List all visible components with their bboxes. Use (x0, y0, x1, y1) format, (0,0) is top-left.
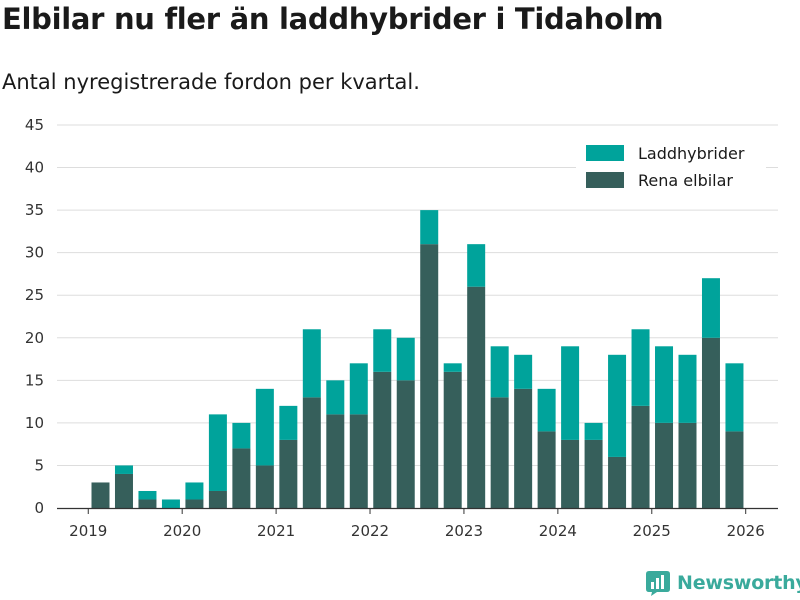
y-tick-label-30: 30 (25, 244, 44, 262)
bar-elbilar-2024-Q4 (631, 405, 650, 508)
bar-laddhybrider-2020-Q2 (208, 414, 227, 491)
x-tick-label-2026: 2026 (727, 522, 765, 540)
bar-laddhybrider-2020-Q4 (255, 388, 274, 466)
bar-laddhybrider-2019-Q4 (161, 499, 180, 508)
y-tick-label-15: 15 (25, 371, 44, 389)
bar-laddhybrider-2024-Q1 (561, 346, 580, 440)
newsworthy-logo-icon (646, 571, 670, 596)
bar-elbilar-2023-Q4 (537, 431, 556, 508)
bar-elbilar-2024-Q1 (561, 439, 580, 508)
bar-elbilar-2021-Q1 (279, 439, 298, 508)
bar-elbilar-2020-Q2 (208, 490, 227, 508)
y-axis-ticks: 0 5 10 15 20 25 30 35 40 45 (25, 116, 44, 517)
bar-elbilar-2025-Q4 (725, 431, 744, 508)
bar-elbilar-2024-Q2 (584, 439, 603, 508)
chart-subtitle: Antal nyregistrerade fordon per kvartal. (2, 70, 420, 94)
bar-laddhybrider-2021-Q1 (279, 405, 298, 440)
bar-elbilar-2025-Q2 (678, 422, 697, 508)
bar-laddhybrider-2025-Q2 (678, 354, 697, 423)
bar-elbilar-2022-Q1 (373, 371, 392, 508)
bar-elbilar-2023-Q2 (490, 397, 509, 508)
y-tick-label-45: 45 (25, 116, 44, 134)
brand-name: Newsworthy (677, 572, 800, 594)
bar-elbilar-2022-Q4 (443, 371, 462, 508)
bar-laddhybrider-2021-Q3 (326, 380, 345, 415)
bar-elbilar-2024-Q3 (608, 456, 627, 508)
x-tick-label-2024: 2024 (539, 522, 577, 540)
bar-laddhybrider-2025-Q3 (701, 278, 720, 338)
bar-elbilar-2020-Q1 (185, 499, 204, 508)
x-tick-label-2019: 2019 (69, 522, 107, 540)
bar-laddhybrider-2022-Q4 (443, 363, 462, 372)
bar-laddhybrider-2023-Q2 (490, 346, 509, 398)
bar-laddhybrider-2025-Q1 (655, 346, 674, 423)
bar-laddhybrider-2019-Q3 (138, 490, 157, 500)
x-tick-label-2021: 2021 (257, 522, 295, 540)
legend-swatch-0 (586, 145, 624, 161)
bar-elbilar-2020-Q3 (232, 448, 251, 508)
x-tick-label-2023: 2023 (445, 522, 483, 540)
newsworthy-logo: Newsworthy (645, 569, 800, 597)
x-tick-label-2025: 2025 (633, 522, 671, 540)
bar-elbilar-2022-Q3 (420, 244, 439, 508)
y-tick-label-0: 0 (34, 499, 44, 517)
x-axis: 2019 2020 2021 2022 2023 2024 2025 2026 (57, 507, 778, 540)
y-tick-label-40: 40 (25, 159, 44, 177)
bar-elbilar-2019-Q1 (91, 482, 110, 508)
legend-swatch-1 (586, 172, 624, 188)
bar-laddhybrider-2025-Q4 (725, 363, 744, 432)
bar-laddhybrider-2022-Q2 (396, 337, 415, 381)
y-tick-label-25: 25 (25, 286, 44, 304)
bar-laddhybrider-2023-Q3 (514, 354, 533, 389)
bar-laddhybrider-2022-Q3 (420, 210, 439, 245)
bar-elbilar-2019-Q3 (138, 499, 157, 508)
bar-elbilar-2021-Q4 (349, 414, 368, 508)
bar-laddhybrider-2019-Q2 (114, 465, 133, 474)
bar-elbilar-2022-Q2 (396, 380, 415, 508)
y-tick-label-35: 35 (25, 201, 44, 219)
bar-elbilar-2020-Q4 (255, 465, 274, 508)
bar-elbilar-2021-Q2 (302, 397, 321, 508)
chart-title: Elbilar nu fler än laddhybrider i Tidaho… (2, 2, 664, 36)
bars (91, 210, 744, 508)
y-tick-label-10: 10 (25, 414, 44, 432)
bar-laddhybrider-2021-Q2 (302, 329, 321, 398)
y-tick-label-20: 20 (25, 329, 44, 347)
legend-label-1: Rena elbilar (638, 171, 733, 190)
bar-laddhybrider-2023-Q1 (467, 244, 486, 287)
bar-elbilar-2023-Q1 (467, 286, 486, 508)
bar-laddhybrider-2024-Q2 (584, 422, 603, 440)
bar-laddhybrider-2020-Q1 (185, 482, 204, 500)
bar-laddhybrider-2022-Q1 (373, 329, 392, 372)
bar-laddhybrider-2021-Q4 (349, 363, 368, 415)
bar-elbilar-2025-Q3 (701, 337, 720, 508)
bar-elbilar-2019-Q2 (114, 473, 133, 508)
bar-elbilar-2021-Q3 (326, 414, 345, 508)
bar-elbilar-2023-Q3 (514, 388, 533, 508)
x-tick-label-2020: 2020 (163, 522, 201, 540)
legend-label-0: Laddhybrider (638, 144, 745, 163)
y-tick-label-5: 5 (34, 456, 44, 474)
bar-laddhybrider-2024-Q3 (608, 354, 627, 457)
x-tick-label-2022: 2022 (351, 522, 389, 540)
legend: Laddhybrider Rena elbilar (576, 136, 766, 196)
bar-laddhybrider-2024-Q4 (631, 329, 650, 406)
bar-laddhybrider-2020-Q3 (232, 422, 251, 449)
bar-laddhybrider-2023-Q4 (537, 388, 556, 432)
bar-elbilar-2025-Q1 (655, 422, 674, 508)
